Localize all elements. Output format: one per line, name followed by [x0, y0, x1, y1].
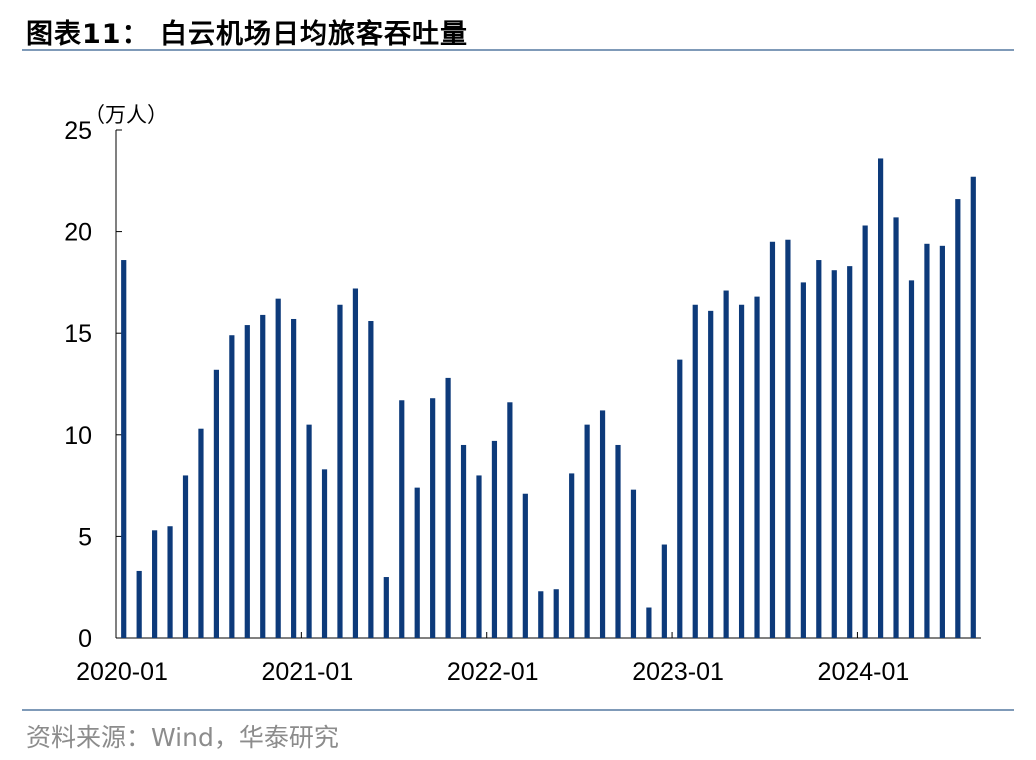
- x-tick-label: 2022-01: [447, 658, 539, 686]
- bar: [831, 270, 837, 638]
- bar-chart: 0 5 10 15 20 25（万人） 2020-01 2021-01 2022-01 2023-…: [64, 103, 981, 686]
- bottom-rule: [22, 709, 1014, 711]
- y-tick-label: 15: [64, 320, 92, 348]
- bar: [692, 304, 698, 638]
- bar: [862, 225, 868, 638]
- bar: [677, 359, 683, 638]
- bar: [167, 526, 173, 638]
- bar: [121, 260, 127, 638]
- bar: [785, 239, 791, 639]
- bar: [847, 266, 853, 638]
- bar: [893, 217, 899, 638]
- bar: [599, 410, 606, 638]
- bar: [584, 424, 590, 638]
- bar: [198, 428, 204, 638]
- bar: [615, 444, 621, 638]
- x-tick-label: 2024-01: [818, 658, 910, 686]
- bar: [260, 314, 266, 638]
- bar: [182, 475, 189, 638]
- bar: [244, 325, 250, 638]
- bar: [553, 589, 559, 638]
- bar: [908, 280, 915, 638]
- bar: [939, 245, 945, 638]
- y-tick-label: 25: [64, 117, 92, 145]
- bar: [723, 290, 729, 638]
- bar: [538, 591, 544, 638]
- bar: [229, 335, 235, 638]
- bar: [445, 377, 451, 638]
- bar: [368, 321, 374, 638]
- source-note: 资料来源：Wind，华泰研究: [26, 723, 339, 752]
- bar: [738, 304, 745, 638]
- x-tick-label: 2020-01: [76, 658, 168, 686]
- bar: [630, 489, 637, 638]
- y-tick-label: 20: [64, 219, 92, 247]
- bar: [306, 424, 312, 638]
- y-unit-label: （万人）: [84, 103, 168, 127]
- bar: [800, 282, 806, 638]
- bar: [708, 310, 714, 638]
- bar: [337, 304, 343, 638]
- bar: [152, 530, 158, 638]
- bar: [414, 487, 420, 638]
- chart-title: 图表11： 白云机场日均旅客吞吐量: [26, 19, 468, 50]
- bar: [275, 298, 281, 638]
- bar: [213, 369, 219, 638]
- bar: [924, 243, 930, 639]
- bar: [769, 241, 776, 638]
- bar: [430, 398, 436, 638]
- bar: [522, 493, 528, 638]
- bar: [291, 318, 297, 638]
- bar: [383, 577, 389, 638]
- bar: [476, 475, 482, 638]
- y-tick-label: 5: [78, 523, 92, 551]
- bar: [955, 199, 961, 638]
- bar: [569, 473, 575, 638]
- y-tick-label: 0: [78, 625, 92, 653]
- bar: [970, 176, 976, 639]
- bar: [399, 400, 405, 638]
- bar: [646, 607, 652, 638]
- bar: [491, 440, 498, 638]
- bar: [816, 260, 822, 638]
- bar: [460, 444, 467, 638]
- bar: [136, 570, 142, 638]
- x-tick-label: 2021-01: [261, 658, 353, 686]
- x-tick-label: 2023-01: [632, 658, 724, 686]
- bar: [878, 158, 884, 638]
- top-rule: [22, 49, 1014, 51]
- bar: [507, 402, 513, 638]
- bar: [321, 469, 328, 638]
- y-tick-label: 10: [64, 422, 92, 450]
- bar: [661, 544, 667, 638]
- bar: [352, 288, 359, 638]
- bar: [754, 296, 760, 638]
